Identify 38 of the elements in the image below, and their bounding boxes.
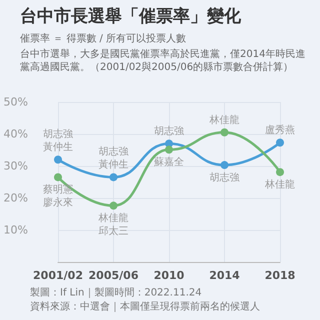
annotation: 廖永來 [43, 196, 73, 209]
annotation: 林佳龍 [208, 114, 240, 126]
annotation: 蘇嘉全 [154, 156, 184, 168]
x-tick-label: 2014 [209, 269, 240, 282]
annotation: 胡志強 [210, 172, 240, 184]
y-tick-label: 40% [4, 128, 28, 140]
chart-title: 台中市長選舉「催票率」變化 [20, 6, 242, 26]
point [220, 128, 228, 136]
annotation: 胡志強 [43, 128, 73, 140]
annotation: 邱太三 [98, 225, 128, 238]
annotation: 林佳龍 [264, 178, 295, 191]
chart-subtitle: 催票率 ＝ 得票數 / 所有可以投票人數 [20, 32, 186, 44]
annotation: 胡志強 [154, 125, 184, 138]
annotation: 黃仲生 [98, 158, 128, 171]
point [54, 173, 62, 182]
annotation: 黃仲生 [43, 141, 73, 154]
y-tick-label: 50% [4, 96, 28, 108]
point [276, 138, 284, 147]
y-tick-label: 20% [4, 192, 28, 204]
x-tick-label: 2001/02 [33, 269, 83, 282]
y-tick-label: 30% [4, 160, 28, 172]
text: 製圖：If Lin｜製圖時間：2022.11.24 [30, 286, 202, 298]
point [110, 173, 118, 182]
y-tick-label: 10% [4, 224, 28, 236]
annotation: 林佳龍 [98, 212, 128, 224]
text: 台中市選舉，大多是國民黨催票率高於民進黨，僅2014年時民進黨高過國民黨。（2001/02與2005/06的縣市票數合併計算） [20, 48, 306, 73]
point [276, 168, 284, 176]
point [220, 161, 228, 170]
point [110, 202, 118, 210]
annotation: 胡志強 [98, 146, 128, 158]
x-tick-label: 2010 [154, 269, 185, 282]
point [165, 146, 173, 154]
annotation: 蔡明憲 [43, 184, 73, 196]
x-tick-label: 2018 [264, 269, 296, 282]
annotation: 盧秀燕 [265, 124, 295, 136]
source-note: 資料來源：中選會｜本圖僅呈現得票前兩名的候選人 [30, 300, 260, 312]
point [54, 156, 62, 164]
x-tick-label: 2005/06 [88, 269, 139, 282]
